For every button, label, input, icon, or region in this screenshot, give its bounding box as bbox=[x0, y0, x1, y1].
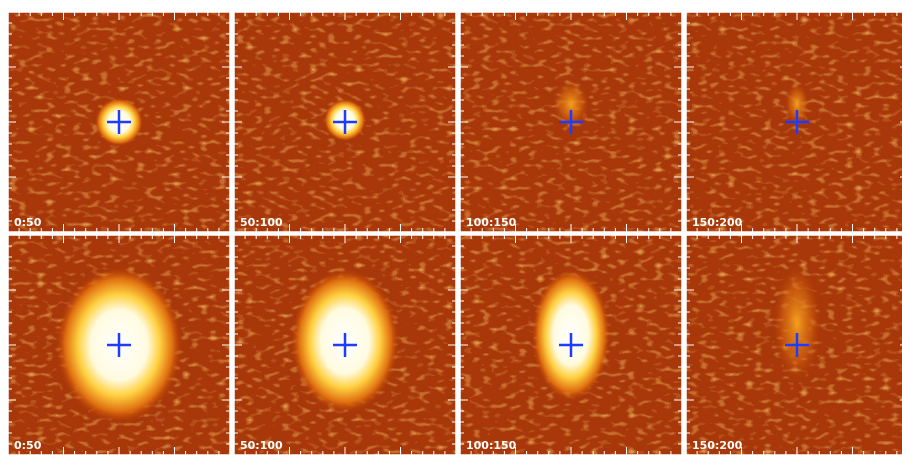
panel: 0:50 bbox=[8, 12, 230, 232]
panel-label: 150:200 bbox=[692, 439, 743, 452]
figure: 0:50 50:100 100:150 150:200 0:50 50:100 100:15… bbox=[0, 0, 902, 455]
panel-label: 100:150 bbox=[466, 216, 517, 229]
panel-label: 0:50 bbox=[14, 216, 42, 229]
panel-label: 0:50 bbox=[14, 439, 42, 452]
panel-label: 50:100 bbox=[240, 216, 283, 229]
panel: 50:100 bbox=[234, 12, 456, 232]
panel-label: 100:150 bbox=[466, 439, 517, 452]
panel-label: 150:200 bbox=[692, 216, 743, 229]
panel: 150:200 bbox=[686, 12, 902, 232]
page: 0:50 50:100 100:150 150:200 0:50 50:100 100:15… bbox=[0, 0, 902, 455]
panel: 100:150 bbox=[460, 12, 682, 232]
panel: 100:150 bbox=[460, 235, 682, 455]
panel-label: 50:100 bbox=[240, 439, 283, 452]
panel: 50:100 bbox=[234, 235, 456, 455]
source-blob bbox=[773, 263, 821, 383]
panel: 150:200 bbox=[686, 235, 902, 455]
panel: 0:50 bbox=[8, 235, 230, 455]
